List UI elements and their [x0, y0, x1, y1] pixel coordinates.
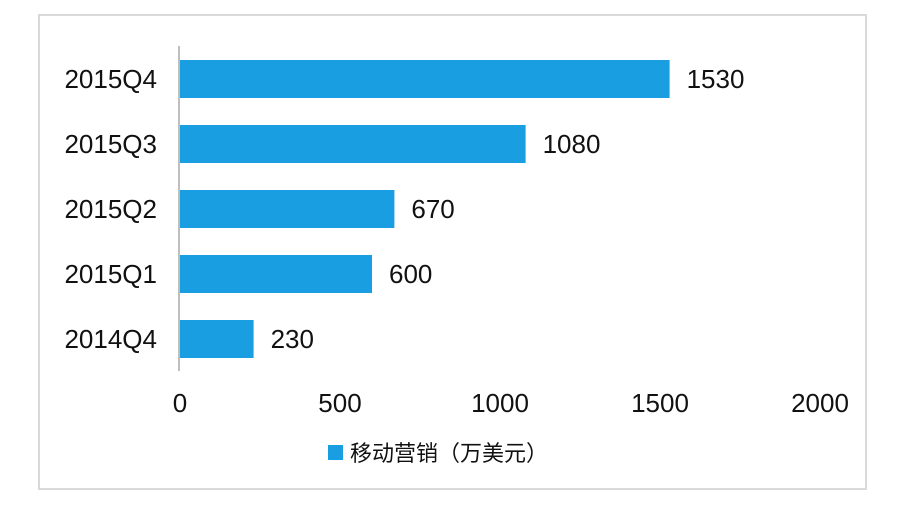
category-label: 2015Q1 — [64, 259, 157, 289]
value-labels: 1530 1080 670 600 230 — [271, 64, 745, 354]
value-label: 1530 — [687, 64, 745, 94]
x-tick-label: 1000 — [471, 388, 529, 418]
legend-label: 移动营销（万美元） — [350, 442, 548, 467]
bar-2014Q4 — [180, 320, 254, 358]
value-label: 230 — [271, 324, 314, 354]
value-label: 600 — [389, 259, 432, 289]
legend: 移动营销（万美元） — [328, 442, 548, 467]
category-label: 2015Q4 — [64, 64, 157, 94]
legend-swatch — [328, 445, 343, 460]
bar-2015Q2 — [180, 190, 395, 228]
value-label: 1080 — [543, 129, 601, 159]
bar-2015Q1 — [180, 255, 372, 293]
category-label: 2015Q3 — [64, 129, 157, 159]
category-label: 2014Q4 — [64, 324, 157, 354]
bar-2015Q4 — [180, 60, 670, 98]
x-tick-label: 500 — [318, 388, 361, 418]
category-label: 2015Q2 — [64, 194, 157, 224]
x-tick-label: 2000 — [791, 388, 849, 418]
category-labels: 2015Q4 2015Q3 2015Q2 2015Q1 2014Q4 — [64, 64, 157, 354]
bar-2015Q3 — [180, 125, 526, 163]
bars-layer — [180, 60, 670, 358]
value-label: 670 — [411, 194, 454, 224]
x-tick-label: 0 — [173, 388, 187, 418]
x-tick-labels: 0 500 1000 1500 2000 — [173, 388, 849, 418]
x-tick-label: 1500 — [631, 388, 689, 418]
